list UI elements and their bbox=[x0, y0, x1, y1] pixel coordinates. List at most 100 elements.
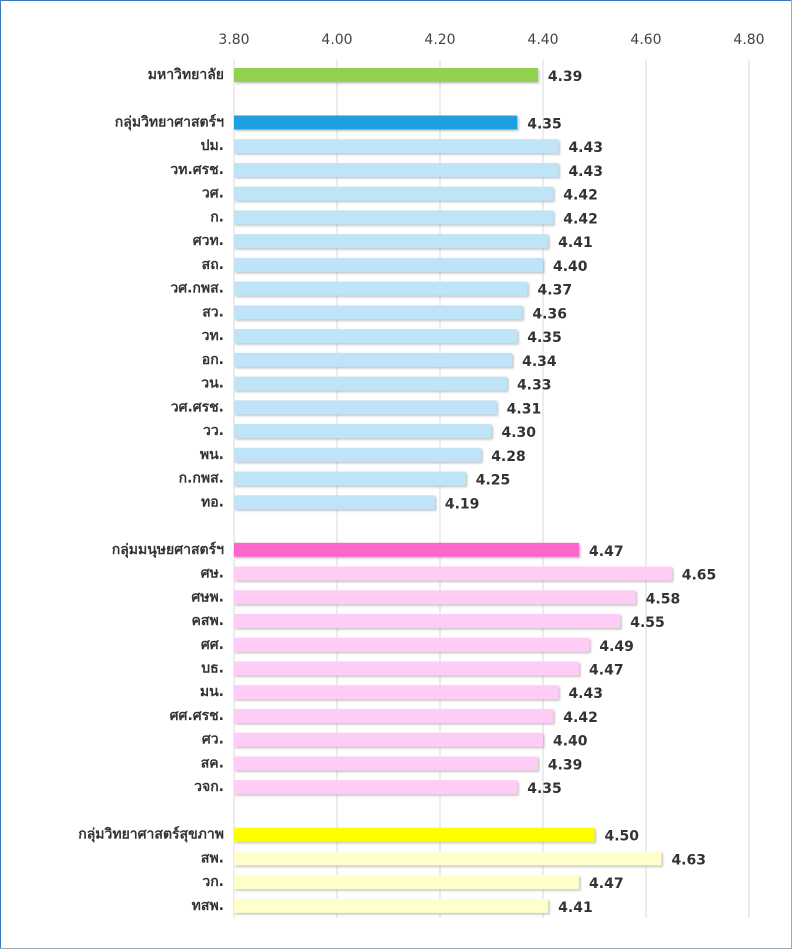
bar bbox=[234, 851, 662, 866]
bar bbox=[234, 637, 590, 652]
value-label: 4.35 bbox=[527, 330, 562, 346]
y-tick-label: วก. bbox=[202, 874, 224, 890]
bar bbox=[234, 305, 523, 320]
y-tick-label: กลุ่มวิทยาศาสตร์สุขภาพ bbox=[78, 826, 224, 843]
y-tick-label: ศศ.ศรช. bbox=[170, 708, 224, 724]
value-label: 4.31 bbox=[507, 401, 542, 417]
y-tick-label: บธ. bbox=[201, 661, 224, 677]
bar bbox=[234, 732, 543, 747]
bar bbox=[234, 542, 580, 557]
bar bbox=[234, 661, 580, 676]
bar bbox=[234, 756, 538, 771]
y-tick-label: มน. bbox=[200, 684, 224, 700]
value-label: 4.28 bbox=[491, 449, 526, 465]
value-label: 4.41 bbox=[558, 235, 593, 251]
value-label: 4.63 bbox=[671, 852, 706, 868]
bar bbox=[234, 685, 559, 700]
y-tick-label: พน. bbox=[200, 447, 224, 463]
value-label: 4.35 bbox=[527, 116, 562, 132]
x-tick-label: 4.20 bbox=[424, 32, 455, 48]
value-label: 4.33 bbox=[517, 378, 552, 394]
y-tick-label: วน. bbox=[201, 376, 224, 392]
y-tick-label: ทอ. bbox=[201, 494, 224, 510]
y-tick-label: สว. bbox=[202, 304, 224, 320]
y-tick-label: วท.ศรช. bbox=[170, 162, 224, 178]
value-label: 4.37 bbox=[538, 283, 573, 299]
value-label: 4.43 bbox=[568, 686, 603, 702]
y-tick-label: ปม. bbox=[201, 138, 224, 154]
value-label: 4.35 bbox=[527, 781, 562, 797]
bar bbox=[234, 780, 518, 795]
y-tick-label: อก. bbox=[202, 352, 224, 368]
value-label: 4.47 bbox=[589, 663, 624, 679]
value-label: 4.40 bbox=[553, 259, 588, 275]
y-tick-label: วศ.กพส. bbox=[170, 281, 224, 297]
bar bbox=[234, 68, 538, 82]
value-label: 4.42 bbox=[563, 188, 598, 204]
value-label: 4.39 bbox=[548, 69, 583, 85]
value-label: 4.65 bbox=[682, 568, 717, 584]
y-tick-label: ศษพ. bbox=[191, 589, 224, 605]
x-tick-label: 3.80 bbox=[218, 32, 249, 48]
bar bbox=[234, 234, 549, 249]
y-tick-label: กลุ่มวิทยาศาสตร์ฯ bbox=[115, 113, 224, 130]
bar bbox=[234, 708, 554, 723]
y-tick-label: กลุ่มมนุษยศาสตร์ฯ bbox=[112, 541, 224, 558]
bar bbox=[234, 376, 507, 391]
y-tick-label: วศ.ศรช. bbox=[171, 399, 224, 415]
bar bbox=[234, 400, 497, 415]
bar bbox=[234, 447, 482, 462]
y-tick-label: ศษ. bbox=[201, 566, 224, 582]
value-label: 4.40 bbox=[553, 734, 588, 750]
bar bbox=[234, 424, 492, 439]
bar bbox=[234, 257, 543, 272]
y-tick-label: มหาวิทยาลัย bbox=[148, 67, 224, 83]
value-label: 4.42 bbox=[563, 211, 598, 227]
y-tick-label: ทสพ. bbox=[192, 898, 224, 914]
y-tick-label: ศศ. bbox=[201, 637, 224, 653]
bar bbox=[234, 471, 466, 486]
y-tick-label: ก. bbox=[210, 209, 224, 225]
value-label: 4.30 bbox=[502, 425, 537, 441]
x-tick-label: 4.40 bbox=[527, 32, 558, 48]
y-tick-label: วศ. bbox=[202, 186, 224, 202]
bar bbox=[234, 875, 580, 890]
value-label: 4.50 bbox=[605, 829, 640, 845]
value-label: 4.58 bbox=[646, 591, 681, 607]
value-label: 4.41 bbox=[558, 900, 593, 916]
bar bbox=[234, 495, 435, 510]
x-tick-label: 4.80 bbox=[733, 32, 764, 48]
bar bbox=[234, 115, 518, 130]
y-tick-label: สพ. bbox=[201, 850, 224, 866]
value-label: 4.43 bbox=[568, 164, 603, 180]
y-tick-label: ศวท. bbox=[193, 233, 224, 249]
y-tick-label: ก.กพส. bbox=[179, 471, 224, 487]
value-label: 4.34 bbox=[522, 354, 557, 370]
bar bbox=[234, 329, 518, 344]
bar bbox=[234, 139, 559, 154]
value-label: 4.43 bbox=[568, 140, 603, 156]
y-tick-label: สถ. bbox=[202, 257, 224, 273]
value-label: 4.39 bbox=[548, 757, 583, 773]
y-tick-label: วท. bbox=[202, 328, 224, 344]
x-tick-label: 4.00 bbox=[321, 32, 352, 48]
value-label: 4.55 bbox=[630, 615, 665, 631]
value-label: 4.47 bbox=[589, 876, 624, 892]
bar bbox=[234, 186, 554, 201]
bar bbox=[234, 614, 621, 629]
value-label: 4.25 bbox=[476, 473, 511, 489]
value-label: 4.49 bbox=[599, 639, 634, 655]
bar bbox=[234, 210, 554, 225]
value-label: 4.42 bbox=[563, 710, 598, 726]
y-tick-label: คสพ. bbox=[192, 613, 224, 629]
bar bbox=[234, 352, 513, 367]
y-tick-label: วจก. bbox=[194, 779, 224, 795]
value-label: 4.47 bbox=[589, 544, 624, 560]
bar bbox=[234, 898, 549, 913]
y-tick-label: สค. bbox=[201, 755, 224, 771]
value-label: 4.36 bbox=[532, 306, 567, 322]
x-tick-label: 4.60 bbox=[630, 32, 661, 48]
